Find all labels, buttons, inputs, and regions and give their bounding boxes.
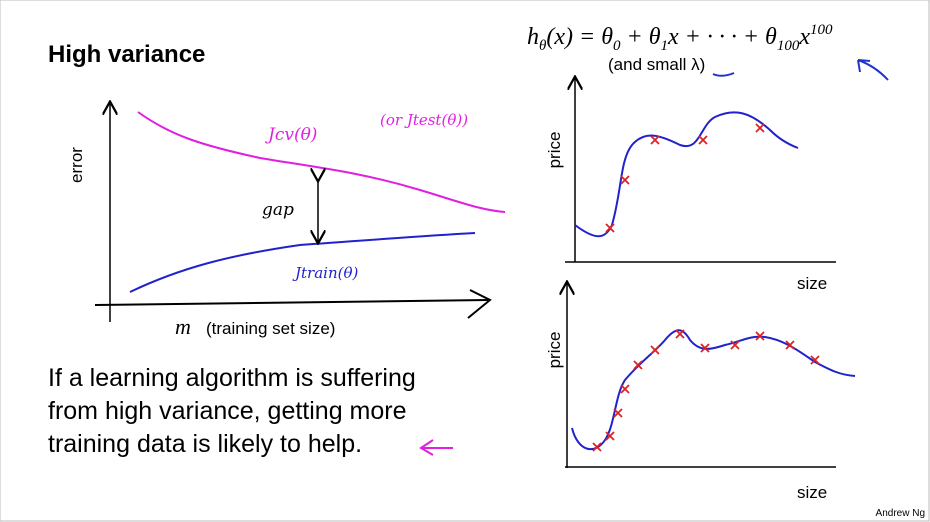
left-plot: error m (training set size) Jcv(θ) (or J… [67, 103, 506, 339]
data-points [592, 329, 820, 452]
pointer-arrow [857, 59, 889, 81]
top-plot: price size [545, 78, 836, 293]
train-label: Jtrain(θ) [292, 264, 358, 282]
body-line: from high variance, getting more [48, 397, 407, 425]
formula: hθ(x) = θ0 + θ1x + · · · + θ100x100 [527, 22, 833, 54]
train-curve [129, 232, 476, 293]
x-arrow [467, 289, 492, 319]
formula-note: (and small λ) [608, 55, 705, 74]
x-label: (training set size) [206, 319, 335, 338]
test-label: (or Jtest(θ)) [380, 111, 468, 129]
x-axis [94, 299, 489, 306]
y-label: price [545, 332, 564, 369]
body-line: If a learning algorithm is suffering [48, 364, 416, 392]
cv-curve [137, 111, 506, 213]
slide-title: High variance [48, 41, 205, 68]
y-label: price [545, 132, 564, 169]
x-label: size [797, 274, 827, 293]
cv-label: Jcv(θ) [265, 125, 317, 145]
y-label: error [67, 147, 86, 183]
underline [712, 72, 735, 77]
pointer-arrow [419, 439, 453, 456]
author: Andrew Ng [876, 508, 925, 519]
x-label: size [797, 483, 827, 502]
bottom-plot: price size [545, 283, 856, 502]
data-points [605, 123, 765, 233]
body-line: training data is likely to help. [48, 430, 362, 458]
gap-label: gap [262, 200, 294, 220]
fit-curve [571, 329, 856, 451]
x-symbol: m [175, 314, 191, 339]
